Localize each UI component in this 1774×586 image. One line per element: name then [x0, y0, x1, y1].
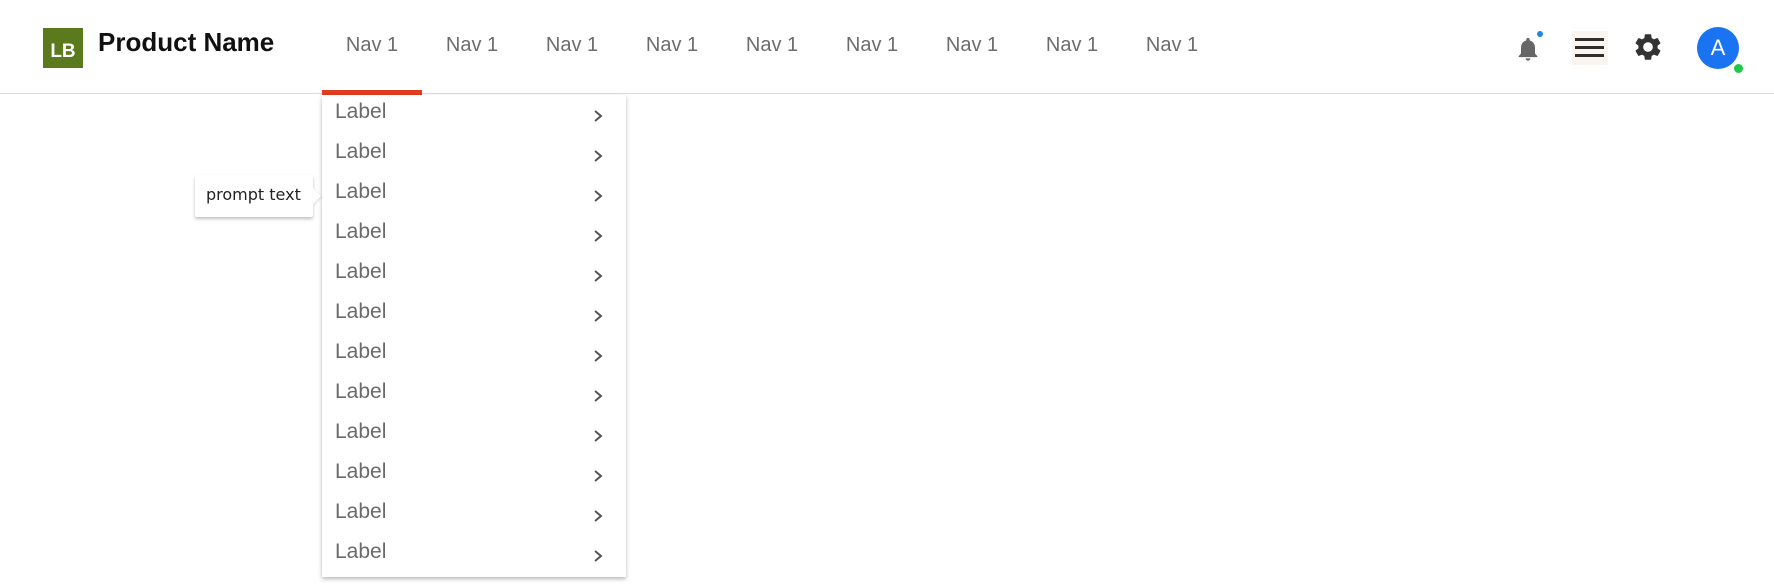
product-name: Product Name	[98, 27, 275, 57]
nav-item-6[interactable]: Nav 1	[822, 0, 922, 94]
dropdown-item[interactable]: Label	[322, 375, 626, 415]
chevron-right-icon	[594, 430, 603, 442]
dropdown-item-label: Label	[335, 260, 387, 283]
online-status-dot	[1733, 63, 1744, 74]
user-avatar[interactable]: A	[1697, 27, 1739, 69]
gear-icon	[1635, 34, 1661, 60]
nav-item-4[interactable]: Nav 1	[622, 0, 722, 94]
chevron-right-icon	[594, 110, 603, 122]
nav-item-1[interactable]: Nav 1	[322, 0, 422, 95]
dropdown-item[interactable]: Label	[322, 95, 626, 135]
settings-button[interactable]	[1632, 31, 1664, 63]
top-header: LB Product Name Nav 1 Nav 1 Nav 1 Nav 1 …	[0, 0, 1774, 95]
chevron-right-icon	[594, 550, 603, 562]
nav-item-label: Nav 1	[1145, 34, 1199, 56]
nav-item-label: Nav 1	[945, 34, 999, 56]
chevron-right-icon	[594, 270, 603, 282]
chevron-right-icon	[594, 230, 603, 242]
nav-item-label: Nav 1	[645, 34, 699, 56]
dropdown-item-label: Label	[335, 420, 387, 443]
dropdown-item[interactable]: Label	[322, 175, 626, 215]
dropdown-item[interactable]: Label	[322, 295, 626, 335]
dropdown-item-label: Label	[335, 180, 387, 203]
nav-item-label: Nav 1	[345, 34, 399, 56]
menu-button[interactable]	[1572, 31, 1608, 65]
dropdown-item-label: Label	[335, 500, 387, 523]
chevron-right-icon	[594, 390, 603, 402]
dropdown-item-label: Label	[335, 100, 387, 123]
nav-item-7[interactable]: Nav 1	[922, 0, 1022, 94]
nav-item-label: Nav 1	[1045, 34, 1099, 56]
nav-item-3[interactable]: Nav 1	[522, 0, 622, 94]
dropdown-item-label: Label	[335, 540, 387, 563]
logo[interactable]: LB	[43, 28, 83, 68]
dropdown-item[interactable]: Label	[322, 415, 626, 455]
hamburger-menu-icon	[1575, 38, 1604, 57]
nav-item-label: Nav 1	[845, 34, 899, 56]
bell-icon	[1518, 37, 1538, 61]
chevron-right-icon	[594, 310, 603, 322]
nav-item-9[interactable]: Nav 1	[1122, 0, 1222, 94]
chevron-right-icon	[594, 470, 603, 482]
dropdown-item[interactable]: Label	[322, 495, 626, 535]
dropdown-item[interactable]: Label	[322, 535, 626, 575]
dropdown-item[interactable]: Label	[322, 255, 626, 295]
dropdown-item[interactable]: Label	[322, 135, 626, 175]
chevron-right-icon	[594, 150, 603, 162]
dropdown-item-label: Label	[335, 220, 387, 243]
active-nav-indicator	[322, 90, 422, 95]
dropdown-item-label: Label	[335, 140, 387, 163]
nav-item-label: Nav 1	[545, 34, 599, 56]
tooltip-arrow	[313, 188, 321, 204]
nav-item-5[interactable]: Nav 1	[722, 0, 822, 94]
nav-dropdown-menu: Label Label Label Label Label Label Labe…	[322, 95, 626, 577]
dropdown-item-label: Label	[335, 460, 387, 483]
chevron-right-icon	[594, 190, 603, 202]
tooltip: prompt text	[195, 175, 313, 217]
nav-item-2[interactable]: Nav 1	[422, 0, 522, 94]
chevron-right-icon	[594, 510, 603, 522]
notifications-button[interactable]	[1514, 34, 1542, 64]
dropdown-item-label: Label	[335, 380, 387, 403]
nav-item-label: Nav 1	[445, 34, 499, 56]
nav-item-8[interactable]: Nav 1	[1022, 0, 1122, 94]
dropdown-item-label: Label	[335, 340, 387, 363]
nav-item-label: Nav 1	[745, 34, 799, 56]
dropdown-item[interactable]: Label	[322, 335, 626, 375]
tooltip-text: prompt text	[206, 185, 301, 204]
dropdown-item[interactable]: Label	[322, 215, 626, 255]
chevron-right-icon	[594, 350, 603, 362]
notification-dot	[1537, 31, 1543, 37]
dropdown-item[interactable]: Label	[322, 455, 626, 495]
main-nav: Nav 1 Nav 1 Nav 1 Nav 1 Nav 1 Nav 1 Nav …	[322, 0, 1222, 95]
dropdown-item-label: Label	[335, 300, 387, 323]
